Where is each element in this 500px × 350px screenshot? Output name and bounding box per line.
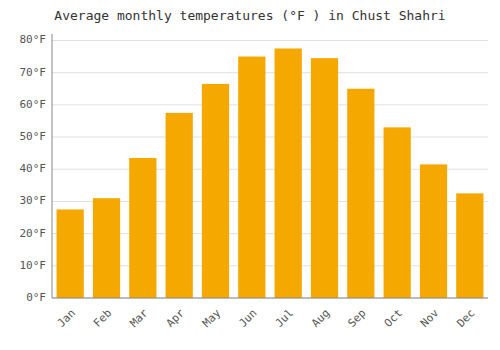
x-tick-label: Oct (382, 307, 405, 330)
bar (238, 57, 265, 298)
x-tick-label: May (200, 306, 224, 330)
y-tick-label: 80°F (20, 33, 47, 46)
x-tick-label: Apr (164, 306, 188, 330)
chart-container: 0°F 10°F 20°F 30°F 40°F 50°F 60°F 70°F 80°F Jan Fe… (0, 0, 500, 350)
x-tick-label: Feb (91, 307, 114, 330)
grid-line (52, 40, 488, 41)
bar (129, 158, 156, 298)
y-tick-label: 60°F (20, 98, 47, 111)
grid (52, 40, 488, 298)
x-tick-label: Jul (273, 307, 296, 330)
y-axis-line (52, 34, 53, 298)
bar (57, 209, 84, 298)
bar (202, 84, 229, 298)
bar (420, 164, 447, 298)
grid-line (52, 137, 488, 138)
bar (456, 193, 483, 298)
grid-line (52, 104, 488, 105)
x-tick-label: Dec (454, 307, 477, 330)
x-tick-label: Jun (236, 307, 259, 330)
chart-svg: 0°F 10°F 20°F 30°F 40°F 50°F 60°F 70°F 80°F Jan Fe… (0, 0, 500, 350)
x-tick-label: Aug (309, 307, 332, 330)
y-tick-label: 20°F (20, 227, 47, 240)
y-tick-label: 50°F (20, 130, 47, 143)
grid-line (52, 298, 488, 299)
x-tick-label: Nov (418, 306, 442, 330)
y-tick-label: 70°F (20, 66, 47, 79)
bar (275, 48, 302, 298)
x-tick-label: Jan (55, 307, 78, 330)
bar (384, 127, 411, 298)
bar (93, 198, 120, 298)
grid-line (52, 72, 488, 73)
bar (166, 113, 193, 298)
x-axis-line (52, 298, 488, 299)
y-tick-label: 30°F (20, 194, 47, 207)
bar (311, 58, 338, 298)
bar (347, 89, 374, 298)
title: Average monthly temperatures (°F ) in Ch… (54, 8, 445, 23)
y-tick-label: 40°F (20, 162, 47, 175)
bars (57, 48, 484, 298)
x-tick-label: Sep (345, 307, 368, 330)
y-axis: 0°F 10°F 20°F 30°F 40°F 50°F 60°F 70°F 80°F (20, 33, 47, 304)
x-tick-label: Mar (127, 306, 151, 330)
x-axis: Jan Feb Mar Apr May Jun Jul Aug Sep Oct Nov Dec (55, 306, 478, 330)
y-tick-label: 10°F (20, 259, 47, 272)
y-tick-label: 0°F (26, 291, 46, 304)
